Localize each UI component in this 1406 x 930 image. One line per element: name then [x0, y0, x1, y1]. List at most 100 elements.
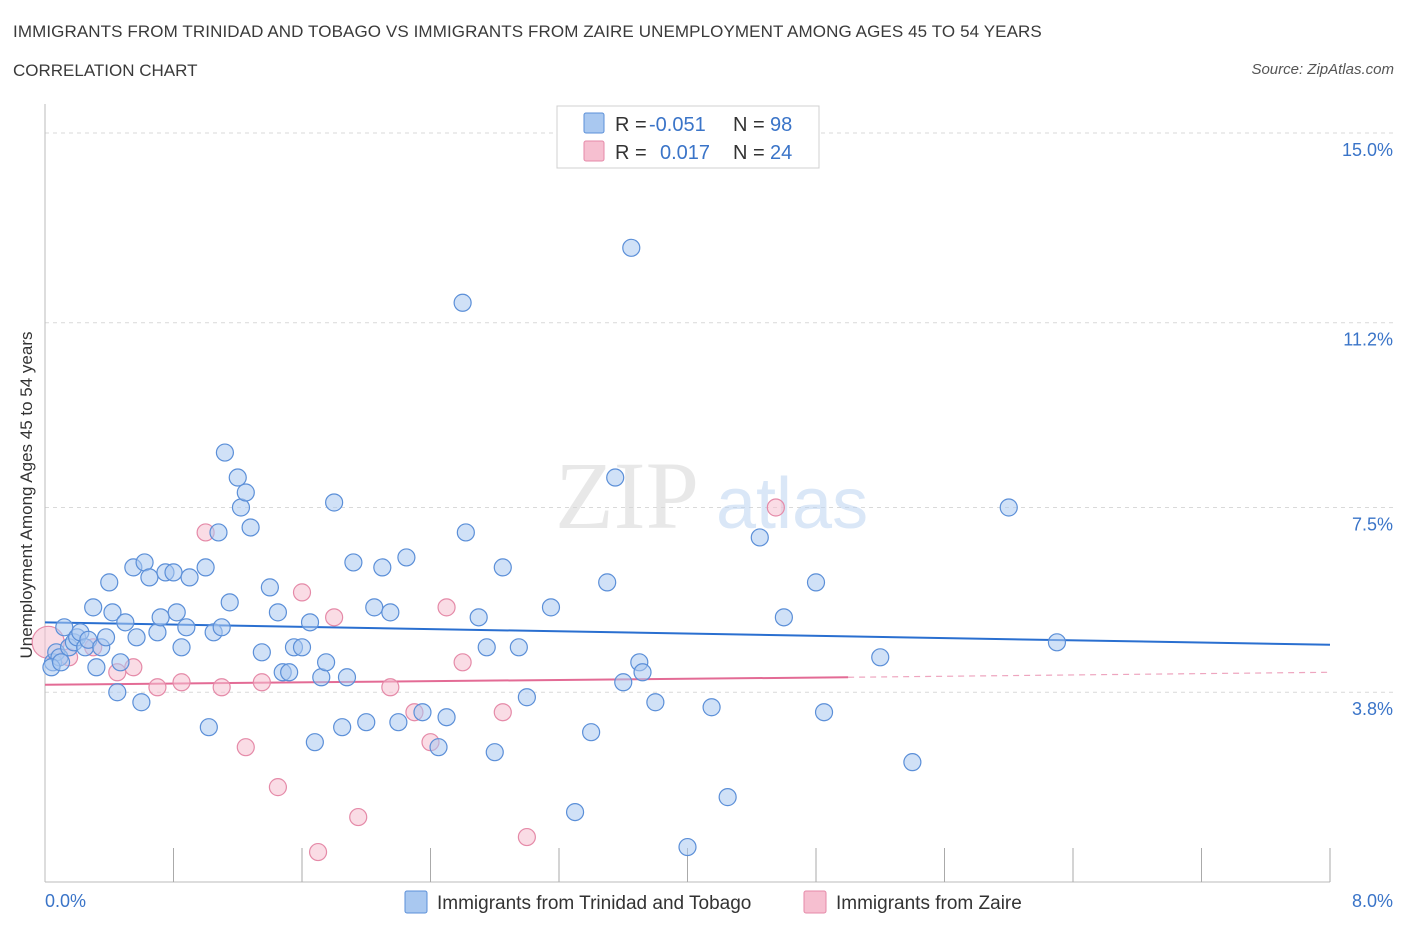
zaire-point [381, 678, 400, 697]
trinidad-point [437, 708, 456, 727]
trinidad-point [456, 523, 475, 542]
chart-subtitle: CORRELATION CHART [13, 61, 198, 80]
zaire-point [349, 807, 368, 827]
source-label: Source: ZipAtlas.com [1251, 61, 1394, 78]
trinidad-point [614, 673, 633, 692]
trinidad-point [718, 788, 737, 807]
chart-title: IMMIGRANTS FROM TRINIDAD AND TOBAGO VS I… [13, 22, 1042, 41]
trinidad-point [196, 558, 215, 577]
trinidad-point [220, 593, 239, 612]
trinidad-point [469, 608, 488, 627]
trinidad-point [582, 723, 601, 742]
trinidad-point [209, 523, 228, 542]
legend-swatch-blue [583, 112, 605, 134]
trinidad-point [429, 738, 448, 757]
zaire-point [308, 842, 328, 862]
zaire-point [252, 673, 271, 692]
trinidad-point [241, 518, 260, 537]
trinidad-point [100, 573, 119, 592]
zaire-point [766, 498, 785, 517]
trinidad-point [127, 628, 146, 647]
trend-line-trinidad [44, 621, 1331, 646]
legend-r-label-1: R = [615, 142, 647, 164]
trinidad-point [167, 603, 186, 622]
trinidad-point [999, 498, 1018, 517]
trinidad-point [280, 663, 299, 682]
zaire-point [148, 678, 167, 697]
trinidad-point [413, 703, 432, 722]
trinidad-points [42, 238, 1067, 857]
series-legend: Immigrants from Trinidad and Tobago Immi… [404, 890, 1022, 914]
legend-r-value-1: 0.017 [660, 142, 710, 164]
legend-n-label-0: N = [733, 114, 765, 136]
trinidad-point [87, 658, 106, 677]
zaire-point [517, 827, 536, 847]
trinidad-point [177, 618, 196, 637]
trinidad-point [493, 558, 512, 577]
trinidad-point [357, 713, 376, 732]
trinidad-point [305, 733, 324, 752]
trinidad-point [260, 578, 279, 597]
trinidad-point [148, 623, 167, 642]
trinidad-point [292, 638, 312, 657]
trinidad-point [252, 643, 271, 662]
trinidad-point [316, 653, 336, 672]
trinidad-point [116, 613, 135, 632]
watermark-atlas: atlas [716, 464, 868, 544]
trinidad-point [365, 598, 384, 617]
trinidad-point [517, 688, 536, 707]
trinidad-point [750, 528, 769, 547]
trinidad-point [903, 753, 922, 772]
trinidad-point [84, 598, 103, 617]
trinidad-point [678, 837, 697, 857]
trinidad-point [300, 613, 320, 632]
zaire-point [172, 673, 191, 692]
trinidad-point [135, 553, 154, 572]
trinidad-point [180, 568, 199, 587]
axes [44, 104, 1331, 883]
gridlines [45, 132, 1393, 693]
y-tick-label-0: 15.0% [1342, 140, 1393, 160]
trinidad-point [132, 693, 151, 712]
trinidad-point [606, 468, 625, 487]
trinidad-point [337, 668, 357, 687]
trinidad-point [215, 443, 234, 462]
correlation-legend: R = -0.051 N = 98 R = 0.017 N = 24 [556, 105, 820, 169]
zaire-point [437, 598, 456, 617]
trinidad-point [199, 718, 218, 737]
trinidad-point [622, 238, 641, 257]
legend-label-zaire: Immigrants from Zaire [836, 893, 1022, 914]
legend-r-value-0: -0.051 [649, 114, 706, 136]
watermark: ZIP atlas [555, 442, 868, 549]
trinidad-point [565, 802, 585, 822]
trinidad-point [96, 628, 116, 647]
trinidad-point [325, 493, 344, 512]
trinidad-point [774, 608, 793, 627]
y-axis-title: Unemployment Among Ages 45 to 54 years [17, 332, 36, 659]
trinidad-point [806, 573, 826, 592]
watermark-zip: ZIP [555, 442, 699, 549]
legend-swatch-pink [583, 140, 605, 162]
y-tick-labels: 15.0% 11.2% 7.5% 3.8% [1342, 140, 1393, 719]
legend-swatch-trinidad [404, 890, 428, 914]
trinidad-point [598, 573, 617, 592]
legend-n-value-1: 24 [770, 142, 792, 164]
trinidad-point [646, 693, 665, 712]
trinidad-point [509, 638, 528, 657]
zaire-point [325, 608, 344, 627]
zaire-point [268, 778, 288, 797]
legend-label-trinidad: Immigrants from Trinidad and Tobago [437, 893, 751, 914]
x-tick-label-max: 8.0% [1352, 891, 1393, 911]
zaire-point [453, 653, 472, 672]
trinidad-point [212, 618, 231, 637]
trinidad-point [702, 698, 721, 717]
trinidad-point [333, 718, 352, 737]
trinidad-point [268, 603, 288, 622]
trinidad-point [633, 663, 652, 682]
trinidad-point [172, 638, 191, 657]
trend-line-zaire-extension [848, 671, 1331, 678]
trinidad-point [51, 653, 71, 672]
trinidad-point [108, 683, 127, 702]
trinidad-point [151, 608, 170, 627]
trinidad-point [541, 598, 561, 617]
